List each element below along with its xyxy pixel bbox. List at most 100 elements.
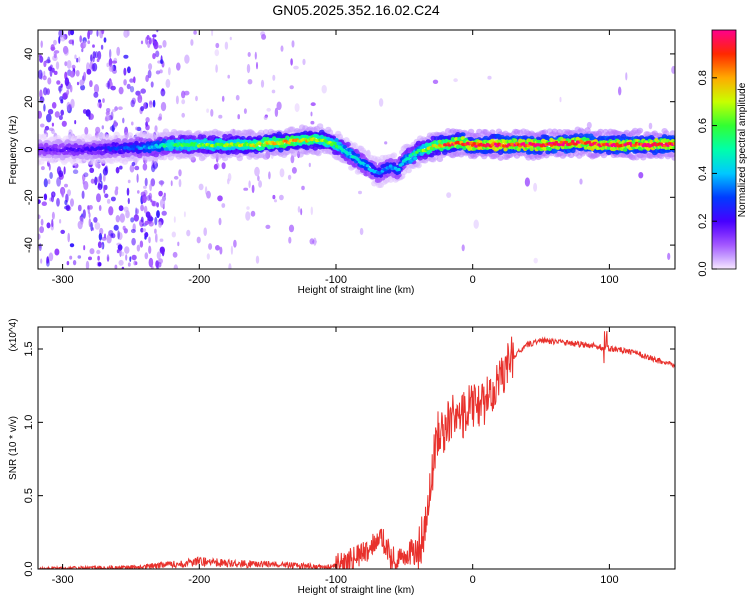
noise-speckle [90,178,95,184]
noise-speckle [251,184,255,194]
noise-speckle [140,40,144,45]
noise-speckle [148,63,153,71]
noise-speckle [104,233,106,239]
noise-speckle [248,180,251,189]
noise-speckle [246,63,251,74]
noise-speckle [60,229,65,234]
noise-speckle [288,224,295,233]
noise-speckle [38,214,41,220]
noise-speckle [473,219,479,229]
noise-speckle [112,68,117,74]
ridge-point [287,141,291,145]
noise-speckle [158,113,163,120]
ridge-point [397,167,401,172]
colorbar-tick-label: 0.0 [697,261,709,276]
noise-speckle [82,179,85,185]
noise-speckle [47,179,51,185]
noise-speckle [104,193,109,199]
noise-speckle [50,44,55,52]
noise-speckle [152,53,156,60]
noise-speckle [82,174,86,182]
noise-speckle [129,164,135,173]
noise-speckle [89,80,93,88]
noise-speckle [533,182,538,192]
noise-speckle [62,45,69,55]
noise-speckle [159,69,163,74]
noise-speckle [208,243,213,250]
noise-speckle [103,37,107,43]
noise-speckle [48,127,54,132]
colorbar-tick-label: 0.4 [697,166,709,181]
noise-speckle [667,252,671,260]
noise-speckle [82,209,86,219]
noise-speckle [176,62,181,71]
noise-speckle [183,211,186,218]
spectrogram-x-ticks: -300 -200 -100 0 100 [52,30,619,286]
noise-speckle [67,30,71,36]
y-tick-label: 1.0 [23,415,35,430]
colorbar: 0.0 0.2 0.4 0.6 0.8 Normalized spectral ampl… [697,29,748,277]
noise-speckle [93,217,98,223]
noise-speckle [175,95,179,105]
ridge-point [221,155,229,162]
noise-speckle [618,86,622,96]
noise-speckle [461,244,465,252]
noise-speckle [143,185,147,189]
x-tick-label: -300 [52,574,74,586]
noise-speckle [116,46,121,57]
ridge-point [559,140,564,144]
noise-speckle [110,63,113,71]
ridge-point [290,151,298,158]
noise-speckle [120,251,125,257]
noise-speckle [92,44,95,48]
noise-speckle [148,220,154,227]
noise-speckle [38,243,42,252]
noise-speckle [123,206,129,213]
noise-speckle [559,96,562,103]
noise-speckle [124,246,130,254]
noise-speckle [261,34,267,40]
noise-speckle [150,178,156,187]
noise-speckle [115,215,121,223]
noise-speckle [63,166,66,175]
noise-speckle [228,263,232,269]
noise-speckle [56,80,61,85]
noise-speckle [218,114,223,119]
noise-speckle [271,89,276,94]
noise-speckle [53,50,60,54]
noise-speckle [89,248,95,255]
noise-speckle [131,121,134,126]
ridge-point [351,142,358,149]
noise-speckle [147,216,154,222]
noise-speckle [131,162,136,166]
noise-speckle [58,115,63,121]
x-tick-label: -100 [325,274,347,286]
ridge-point [41,133,48,139]
ridge-point [567,152,575,159]
noise-speckle [146,35,150,40]
noise-speckle [136,173,139,183]
noise-speckle [146,195,151,201]
noise-speckle [80,216,84,225]
noise-speckle [291,40,295,48]
noise-speckle [131,237,136,246]
noise-speckle [100,44,104,50]
noise-speckle [310,206,313,216]
ridge-point [128,147,132,151]
noise-speckle [384,141,388,145]
noise-speckle [308,162,311,168]
ridge-point [388,164,393,168]
noise-speckle [47,77,52,85]
snr-plot-area [38,327,675,569]
noise-speckle [140,88,146,94]
noise-speckle [111,60,118,64]
noise-speckle [145,74,149,83]
noise-speckle [130,228,136,234]
noise-speckle [149,100,153,105]
x-tick-label: 0 [470,274,476,286]
noise-speckle [198,183,204,191]
noise-speckle [302,58,306,66]
noise-speckle [97,176,101,183]
noise-speckle [135,126,139,131]
noise-speckle [66,89,70,96]
